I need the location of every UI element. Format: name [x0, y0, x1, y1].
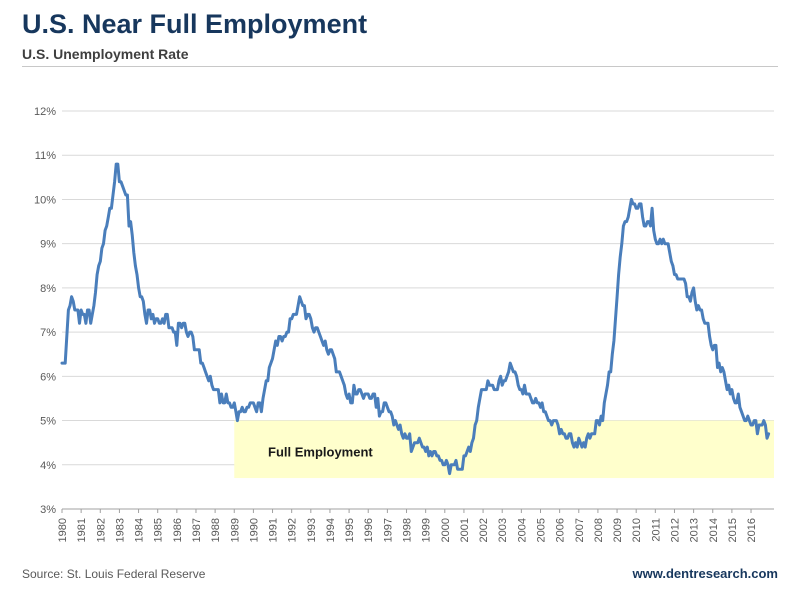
chart-svg: 3% 4% 5% 6% 7% 8% 9% 10% 11% 12% Full Employment 19…	[34, 106, 775, 542]
x-axis-label: 1989	[229, 518, 241, 542]
x-axis-label: 1994	[325, 518, 337, 542]
y-axis-label: 5%	[40, 416, 56, 428]
x-axis-label: 2005	[535, 518, 547, 542]
x-axis-label: 2008	[593, 518, 605, 542]
x-axis-label: 1995	[344, 518, 356, 542]
x-axis-label: 2010	[631, 518, 643, 542]
x-axis-label: 1999	[421, 518, 433, 542]
y-axis-label: 11%	[35, 150, 56, 162]
full-employment-band	[234, 420, 775, 479]
x-axis-label: 2009	[612, 518, 624, 542]
x-axis-label: 2007	[574, 518, 586, 542]
chart-subtitle: U.S. Unemployment Rate	[22, 46, 189, 62]
x-axis-label: 2006	[555, 518, 567, 542]
x-axis-label: 1981	[76, 518, 88, 542]
y-axis-label: 6%	[40, 371, 56, 383]
footer: Source: St. Louis Federal Reserve www.de…	[22, 566, 778, 581]
x-axis-label: 1993	[306, 518, 318, 542]
x-axis-label: 2001	[459, 518, 471, 542]
x-axis-label: 1986	[172, 518, 184, 542]
header-divider	[22, 66, 778, 67]
y-axis-label: 10%	[34, 194, 56, 206]
y-axis-label: 8%	[40, 283, 56, 295]
x-axis-label: 2013	[689, 518, 701, 542]
x-axis-label: 1996	[363, 518, 375, 542]
x-axis-label: 2012	[669, 518, 681, 542]
x-axis-label: 2014	[708, 518, 720, 542]
x-axis-label: 1990	[248, 518, 260, 542]
x-axis-label: 2011	[650, 518, 662, 542]
y-axis-label: 9%	[40, 239, 56, 251]
x-axis-label: 1991	[268, 518, 280, 542]
unemployment-rate-chart: 3% 4% 5% 6% 7% 8% 9% 10% 11% 12% Full Employment 19…	[22, 71, 778, 556]
x-axis-label: 1992	[287, 518, 299, 542]
x-axis-label: 1997	[382, 518, 394, 542]
y-axis-label: 7%	[40, 327, 56, 339]
y-axis-label: 3%	[40, 504, 56, 516]
x-axis-label: 2016	[746, 518, 758, 542]
x-axis-label: 1984	[134, 518, 146, 542]
x-axis-label: 1985	[153, 518, 165, 542]
full-employment-label: Full Employment	[268, 445, 373, 460]
y-axis-label: 12%	[34, 106, 56, 118]
x-axis-label: 2003	[497, 518, 509, 542]
x-axis-label: 1983	[114, 518, 126, 542]
x-axis-label: 1982	[95, 518, 107, 542]
source-credit: Source: St. Louis Federal Reserve	[22, 566, 206, 581]
x-axis-label: 2004	[516, 518, 528, 542]
x-axis-label: 2000	[440, 518, 452, 542]
y-axis-label: 4%	[40, 460, 56, 472]
x-axis-label: 1980	[57, 518, 69, 542]
unemployment-line	[60, 162, 771, 476]
x-axis-label: 2015	[727, 518, 739, 542]
x-axis-label: 1988	[210, 518, 222, 542]
x-axis-label: 2002	[478, 518, 490, 542]
website-link[interactable]: www.dentresearch.com	[632, 566, 778, 581]
x-axis-label: 1987	[191, 518, 203, 542]
x-axis-label: 1998	[402, 518, 414, 542]
page-title: U.S. Near Full Employment	[22, 9, 368, 39]
